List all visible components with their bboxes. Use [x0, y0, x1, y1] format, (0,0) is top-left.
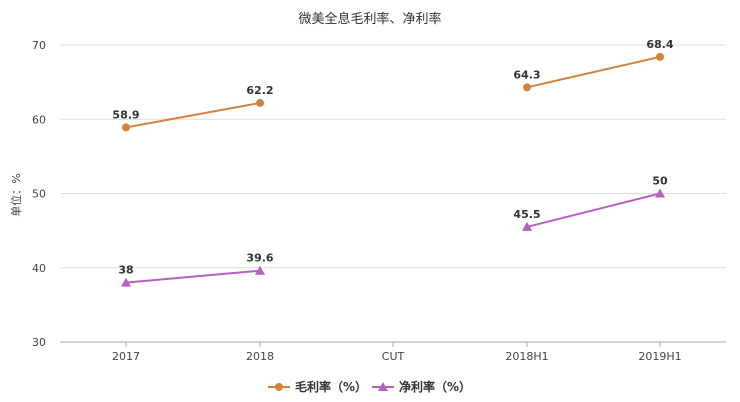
data-point[interactable] [121, 277, 131, 287]
x-tick-labels: 2017 2018 CUT 2018H1 2019H1 [112, 342, 682, 363]
data-point[interactable] [655, 188, 665, 198]
x-tick-label: 2017 [112, 350, 140, 363]
legend[interactable]: 毛利率（%） 净利率（%） [268, 379, 471, 394]
legend-item-gross-margin[interactable]: 毛利率（%） [268, 379, 367, 394]
x-tick-label: 2018 [246, 350, 274, 363]
series-line [125, 101, 261, 129]
legend-label: 毛利率（%） [295, 379, 367, 394]
data-label: 45.5 [513, 208, 540, 221]
data-point[interactable] [122, 123, 130, 132]
data-point[interactable] [523, 83, 531, 92]
x-tick-label: 2018H1 [505, 350, 548, 363]
data-label: 50 [652, 175, 668, 188]
legend-item-net-margin[interactable]: 净利率（%） [372, 379, 471, 394]
data-point[interactable] [522, 221, 532, 231]
series-line [526, 55, 661, 89]
data-label: 39.6 [246, 252, 273, 265]
data-label: 38 [118, 264, 133, 277]
data-label: 68.4 [646, 38, 673, 51]
legend-marker[interactable] [378, 382, 388, 391]
y-tick-label: 40 [32, 262, 46, 275]
x-tick-label: CUT [382, 350, 405, 363]
data-label: 58.9 [112, 108, 139, 121]
legend-label: 净利率（%） [399, 379, 471, 394]
series-net-margin: 38 39.6 45.5 50 [118, 175, 668, 287]
series-gross-margin: 58.9 62.2 64.3 68.4 [112, 38, 674, 132]
data-label: 62.2 [246, 84, 273, 97]
y-tick-label: 50 [32, 188, 46, 201]
series-line [526, 192, 661, 228]
data-label: 64.3 [513, 68, 540, 81]
x-tick-label: 2019H1 [638, 350, 681, 363]
chart-title: 微美全息毛利率、净利率 [298, 11, 441, 27]
y-axis-label: 单位：% [9, 173, 23, 216]
data-point[interactable] [656, 52, 664, 61]
y-tick-labels: 30 40 50 60 70 [32, 39, 46, 349]
legend-marker[interactable] [275, 383, 283, 391]
y-tick-label: 60 [32, 113, 46, 126]
y-tick-label: 70 [32, 39, 46, 52]
gridlines [60, 44, 726, 269]
y-tick-label: 30 [32, 336, 46, 349]
data-point[interactable] [255, 265, 265, 275]
data-point[interactable] [256, 98, 264, 107]
series-line [125, 269, 261, 284]
series-group: 58.9 62.2 64.3 68.4 38 39.6 45.5 50 [112, 38, 674, 287]
